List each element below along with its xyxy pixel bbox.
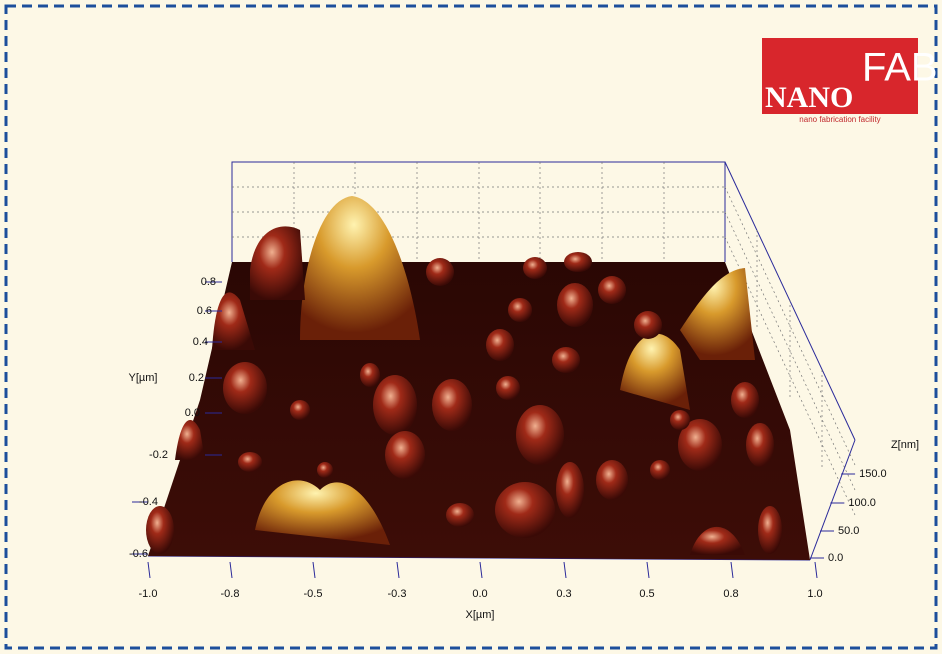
x-tick <box>312 561 316 579</box>
x-tick <box>646 561 650 579</box>
logo-left: NANO <box>765 81 853 114</box>
x-tick-label: 1.0 <box>807 588 822 600</box>
frame <box>4 4 938 650</box>
x-tick <box>147 561 151 579</box>
x-tick-label: -1.0 <box>139 588 158 600</box>
x-tick <box>563 561 567 579</box>
z-axis-label: Z[nm] <box>891 439 919 451</box>
logo: NANO FAB nano fabrication facility <box>762 38 938 124</box>
x-tick-label: -0.8 <box>221 588 240 600</box>
x-tick-label: 0.5 <box>639 588 654 600</box>
x-tick-label: -0.3 <box>388 588 407 600</box>
x-axis-label: X[µm] <box>466 609 495 621</box>
z-tick-label: 150.0 <box>859 468 887 480</box>
x-tick-label: 0.0 <box>472 588 487 600</box>
y-tick-label: -0.2 <box>149 449 168 461</box>
y-axis-label: Y[µm] <box>129 372 158 384</box>
z-tick-label: 0.0 <box>828 552 843 564</box>
x-tick-label: -0.5 <box>304 588 323 600</box>
z-tick-label: 100.0 <box>848 497 876 509</box>
x-tick <box>396 561 400 579</box>
y-tick-label: 0.8 <box>201 276 216 288</box>
x-tick-label: 0.3 <box>556 588 571 600</box>
y-tick-label: 0.2 <box>189 372 204 384</box>
y-tick-label: 0.0 <box>185 407 200 419</box>
x-tick-label: 0.8 <box>723 588 738 600</box>
logo-box <box>762 38 918 114</box>
y-tick-label: 0.6 <box>197 305 212 317</box>
logo-right: FAB <box>862 46 938 90</box>
y-tick-label: 0.4 <box>193 336 208 348</box>
surface <box>146 196 810 560</box>
z-tick-label: 50.0 <box>838 525 859 537</box>
x-tick <box>479 561 483 579</box>
x-tick <box>229 561 233 579</box>
back-grid <box>232 162 856 516</box>
x-tick <box>730 561 734 579</box>
y-tick-label: -0.4 <box>139 496 158 508</box>
y-tick-label: -0.6 <box>129 548 148 560</box>
logo-tagline: nano fabrication facility <box>799 115 880 124</box>
x-tick <box>814 561 818 579</box>
ticks: -1.0 -0.8 -0.5 -0.3 0.0 0.3 0.5 0.8 1.0 0.8 0.6 0.4… <box>129 276 887 600</box>
